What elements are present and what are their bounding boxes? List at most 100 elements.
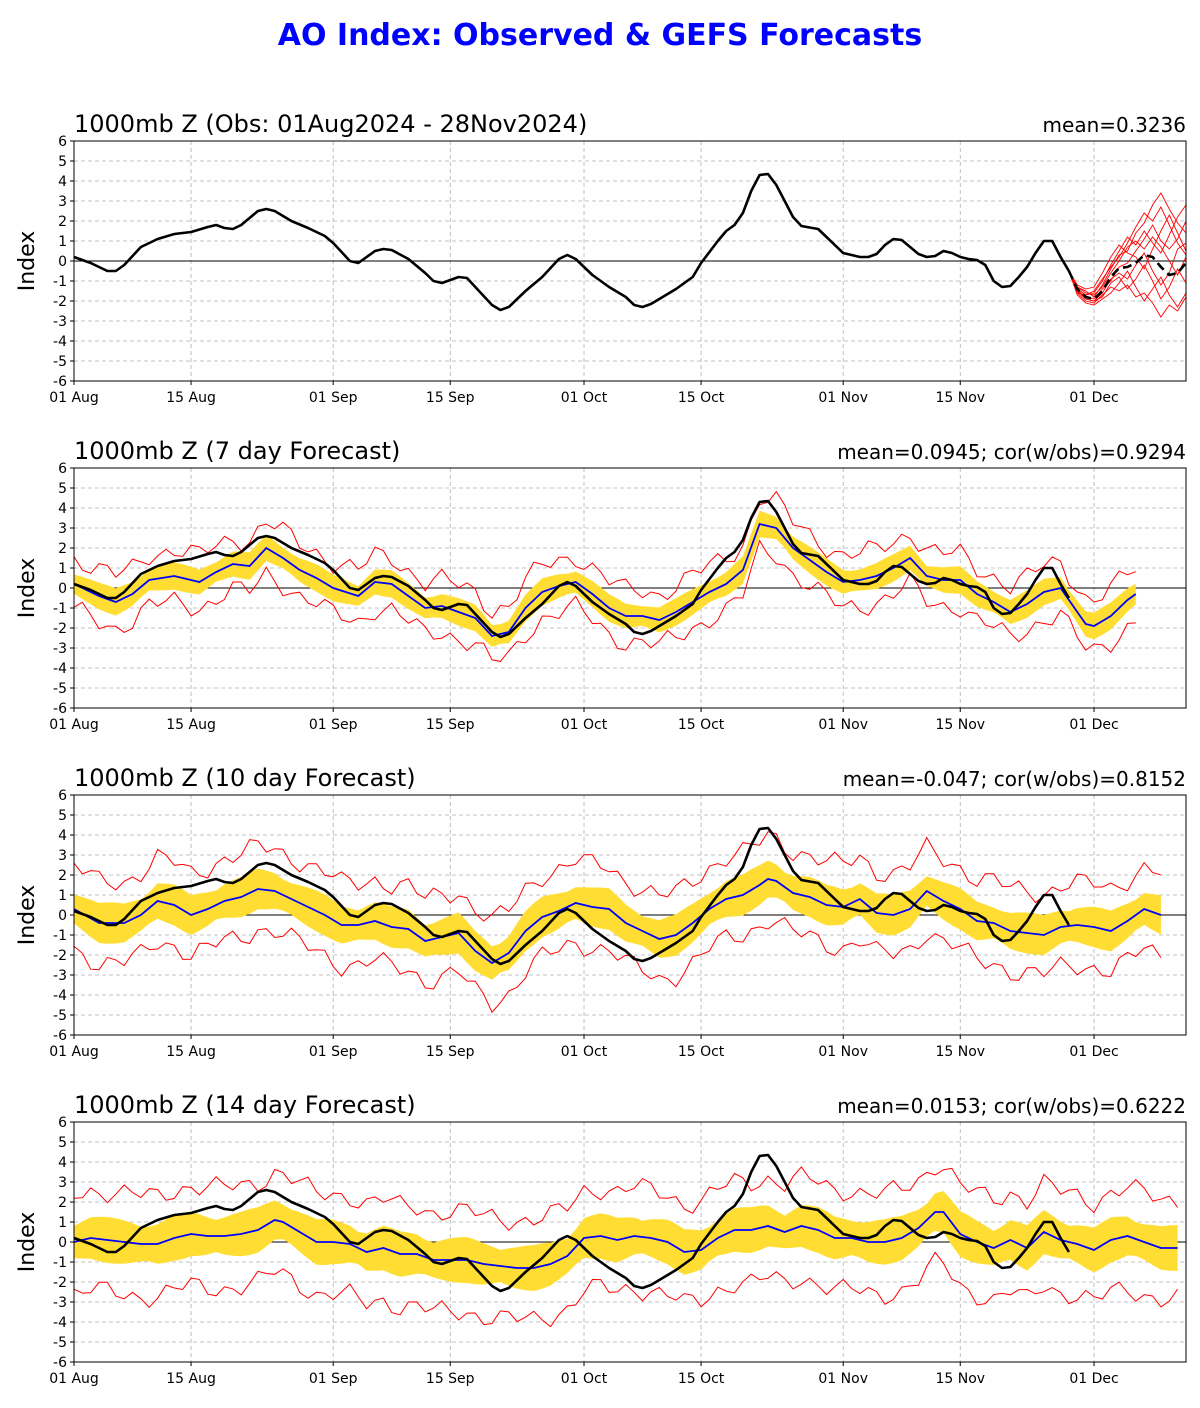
ensemble-min-line	[73, 1251, 1179, 1328]
y-tick-label: -5	[53, 1335, 67, 1351]
y-tick-label: 6	[58, 461, 67, 477]
y-tick-label: 2	[58, 541, 67, 557]
x-tick-label: 15 Aug	[166, 1044, 216, 1060]
x-tick-label: 01 Sep	[309, 717, 358, 733]
x-tick-label: 01 Dec	[1069, 1371, 1118, 1387]
observed-line	[73, 1153, 1071, 1293]
forecast-mean-line	[1067, 253, 1187, 301]
ensemble-member-line	[1068, 213, 1187, 290]
y-tick-label: 1	[58, 561, 67, 577]
observed-line	[73, 172, 1071, 312]
y-tick-label: 2	[58, 868, 67, 884]
x-tick-label: 01 Aug	[49, 1044, 99, 1060]
y-tick-label: -2	[53, 948, 67, 964]
y-tick-label: 2	[58, 1195, 67, 1211]
y-tick-label: 6	[58, 1115, 67, 1131]
plot-frame	[73, 794, 1187, 1036]
x-tick-label: 01 Nov	[818, 1371, 868, 1387]
ensemble-spread-band	[74, 860, 1161, 980]
panel-stats: mean=-0.047; cor(w/obs)=0.8152	[843, 767, 1186, 791]
ensemble-mean-line	[73, 1211, 1178, 1269]
y-tick-label: -2	[53, 621, 67, 637]
ensemble-mean-line	[73, 878, 1162, 965]
x-tick-label: 15 Aug	[166, 390, 216, 406]
y-tick-label: 1	[58, 888, 67, 904]
ensemble-member-line	[1068, 270, 1187, 308]
x-tick-label: 01 Dec	[1069, 717, 1118, 733]
y-tick-label: -6	[53, 1028, 67, 1044]
x-tick-label: 15 Sep	[426, 390, 475, 406]
y-tick-label: 6	[58, 788, 67, 804]
x-tick-label: 01 Oct	[561, 1371, 608, 1387]
y-tick-label: -2	[53, 294, 67, 310]
x-tick-label: 15 Sep	[426, 1044, 475, 1060]
x-tick-label: 15 Oct	[678, 390, 725, 406]
y-tick-label: -4	[53, 988, 67, 1004]
y-tick-label: 0	[58, 581, 67, 597]
y-tick-label: 1	[58, 234, 67, 250]
y-tick-label: -4	[53, 1315, 67, 1331]
x-tick-label: 15 Nov	[935, 1371, 985, 1387]
x-tick-label: 15 Oct	[678, 1044, 725, 1060]
y-tick-label: 5	[58, 481, 67, 497]
y-tick-label: -3	[53, 1295, 67, 1311]
observed-line	[73, 826, 1071, 966]
ensemble-member-line	[1068, 204, 1187, 296]
ensemble-max-line	[73, 490, 1136, 619]
ensemble-mean-line	[73, 522, 1137, 637]
y-tick-label: 3	[58, 194, 67, 210]
x-tick-label: 01 Dec	[1069, 390, 1118, 406]
y-tick-label: 0	[58, 908, 67, 924]
x-tick-label: 01 Nov	[818, 390, 868, 406]
y-axis-label: Index	[15, 1212, 40, 1273]
panel-10day-forecast: 1000mb Z (10 day Forecast) mean=-0.047; c…	[15, 764, 1187, 1060]
panel-stats: mean=0.3236	[1043, 113, 1186, 137]
y-tick-label: -6	[53, 374, 67, 390]
y-axis-label: Index	[15, 885, 40, 946]
y-tick-label: -2	[53, 1275, 67, 1291]
ensemble-member-line	[1068, 206, 1187, 296]
x-tick-label: 15 Sep	[426, 1371, 475, 1387]
x-tick-label: 01 Aug	[49, 717, 99, 733]
panel-title: 1000mb Z (14 day Forecast)	[74, 1091, 416, 1119]
observed-line	[73, 499, 1071, 639]
x-tick-label: 01 Oct	[561, 390, 608, 406]
y-tick-label: 4	[58, 1155, 67, 1171]
y-tick-label: 4	[58, 174, 67, 190]
x-tick-label: 01 Nov	[818, 1044, 868, 1060]
y-tick-label: 3	[58, 521, 67, 537]
y-tick-label: 3	[58, 848, 67, 864]
y-tick-label: -4	[53, 661, 67, 677]
y-tick-label: -1	[53, 1255, 67, 1271]
ensemble-spread-band	[74, 1191, 1178, 1291]
y-tick-label: -3	[53, 641, 67, 657]
y-tick-label: -6	[53, 1355, 67, 1371]
plot-frame	[73, 467, 1187, 709]
y-tick-label: -1	[53, 274, 67, 290]
x-tick-label: 15 Nov	[935, 717, 985, 733]
x-tick-label: 01 Dec	[1069, 1044, 1118, 1060]
y-tick-label: -5	[53, 681, 67, 697]
ensemble-member-line	[1068, 264, 1187, 302]
y-tick-label: 5	[58, 1135, 67, 1151]
x-tick-label: 01 Aug	[49, 1371, 99, 1387]
x-tick-label: 15 Nov	[935, 1044, 985, 1060]
x-tick-label: 01 Oct	[561, 1044, 608, 1060]
x-tick-label: 15 Nov	[935, 390, 985, 406]
y-tick-label: 1	[58, 1215, 67, 1231]
panel-title: 1000mb Z (7 day Forecast)	[74, 437, 400, 465]
panel-observed: 1000mb Z (Obs: 01Aug2024 - 28Nov2024) mea…	[15, 110, 1187, 406]
y-tick-label: 4	[58, 501, 67, 517]
y-tick-label: 2	[58, 214, 67, 230]
x-tick-label: 01 Aug	[49, 390, 99, 406]
y-tick-label: -3	[53, 314, 67, 330]
x-tick-label: 01 Sep	[309, 1044, 358, 1060]
x-tick-label: 01 Sep	[309, 390, 358, 406]
y-tick-label: 3	[58, 1175, 67, 1191]
y-tick-label: -3	[53, 968, 67, 984]
ensemble-spread-band	[74, 510, 1136, 647]
panel-7day-forecast: 1000mb Z (7 day Forecast) mean=0.0945; co…	[15, 437, 1187, 733]
x-tick-label: 15 Oct	[678, 1371, 725, 1387]
x-tick-label: 15 Aug	[166, 717, 216, 733]
x-tick-label: 15 Aug	[166, 1371, 216, 1387]
